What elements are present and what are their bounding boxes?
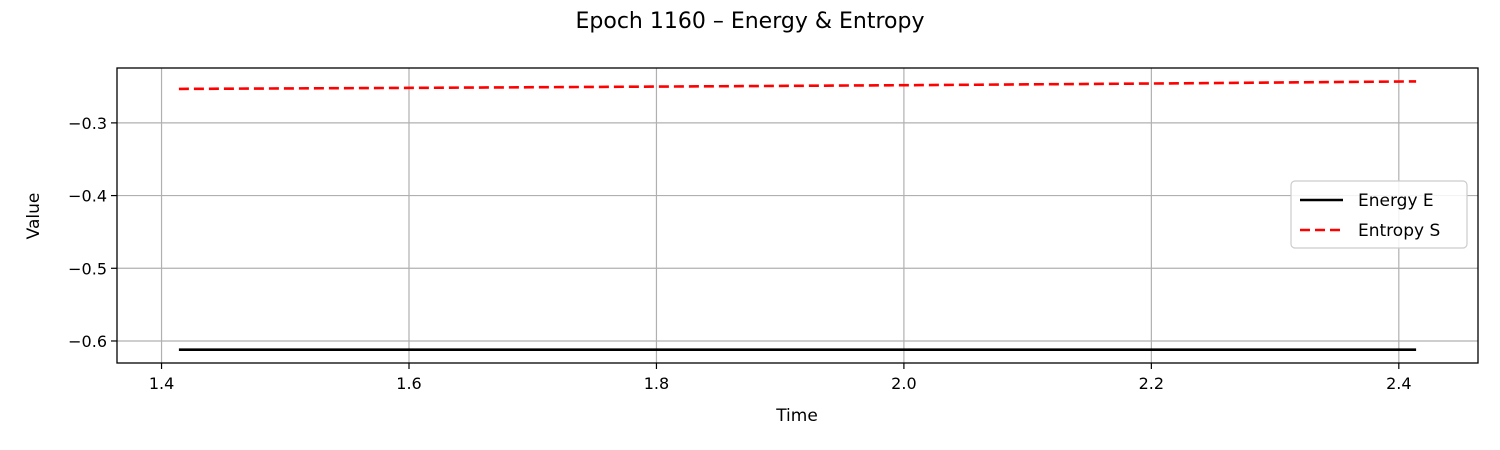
x-tick-label: 2.4 [1386,374,1411,393]
x-tick-label: 2.0 [891,374,916,393]
legend-label: Entropy S [1358,221,1440,241]
series-line-entropy-s [178,80,1417,91]
grid [117,68,1478,363]
legend-label: Energy E [1358,191,1434,211]
y-tick-label: −0.4 [68,187,107,206]
y-tick-label: −0.6 [68,332,107,351]
x-tick-label: 2.2 [1139,374,1164,393]
chart-title: Epoch 1160 – Energy & Entropy [576,9,925,34]
y-axis-label: Value [24,193,44,240]
x-axis-label: Time [775,406,818,426]
x-tick-label: 1.8 [644,374,669,393]
x-tick-label: 1.4 [149,374,174,393]
x-tick-label: 1.6 [396,374,421,393]
y-axis: −0.6 −0.5 −0.4 −0.3 [68,114,117,351]
series-layer [178,80,1417,352]
legend: Energy E Entropy S [1290,180,1468,249]
y-tick-label: −0.5 [68,259,107,278]
x-axis: 1.4 1.6 1.8 2.0 2.2 2.4 [149,363,1412,393]
plot-frame [116,67,1479,364]
y-tick-label: −0.3 [68,114,107,133]
